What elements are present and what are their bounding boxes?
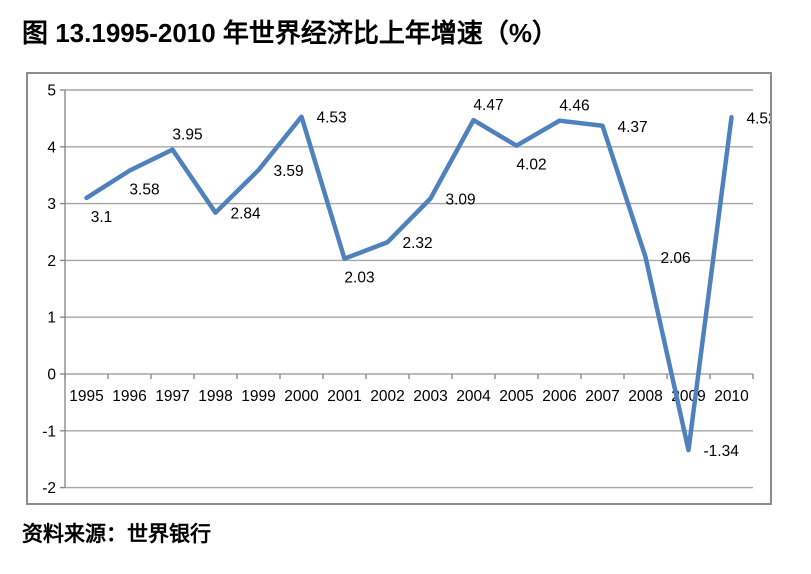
data-label: 4.37 bbox=[618, 119, 648, 136]
x-axis-label: 2007 bbox=[585, 388, 619, 405]
data-label: 4.53 bbox=[317, 110, 347, 127]
x-axis-label: 2002 bbox=[370, 388, 404, 405]
x-axis-label: 2000 bbox=[284, 388, 319, 405]
data-line bbox=[84, 114, 734, 453]
y-axis-label: 4 bbox=[47, 139, 56, 156]
y-axis-label: 3 bbox=[47, 196, 56, 213]
x-axis-label: 1997 bbox=[155, 388, 189, 405]
line-chart: 5 4 3 2 1 0 -1 -2 1995 1996 1997 1998 1999 2000 2001 20… bbox=[42, 83, 771, 498]
data-label: 4.02 bbox=[516, 157, 546, 174]
x-axis-label: 1996 bbox=[112, 388, 146, 405]
data-label: 4.52 bbox=[747, 110, 771, 127]
y-axis-label: 5 bbox=[47, 83, 56, 100]
data-label: 2.03 bbox=[344, 270, 374, 287]
x-axis-label: 1999 bbox=[241, 388, 275, 405]
y-axis-label: 0 bbox=[47, 367, 56, 384]
x-axis-label: 2005 bbox=[499, 388, 533, 405]
data-label: 3.95 bbox=[172, 127, 202, 144]
y-axis-label: 2 bbox=[47, 253, 56, 270]
x-axis-label: 2006 bbox=[542, 388, 576, 405]
y-axis-label: -2 bbox=[42, 480, 56, 497]
data-label: 4.47 bbox=[473, 97, 503, 114]
data-label: 3.58 bbox=[129, 182, 159, 199]
x-axis-label: 2008 bbox=[628, 388, 662, 405]
chart-title: 图 13.1995-2010 年世界经济比上年增速（%） bbox=[22, 18, 559, 48]
chart-frame: 5 4 3 2 1 0 -1 -2 1995 1996 1997 1998 1999 2000 2001 20… bbox=[26, 72, 772, 505]
data-label: 2.84 bbox=[231, 206, 262, 223]
source-note: 资料来源：世界银行 bbox=[22, 523, 211, 546]
data-label: 3.59 bbox=[274, 163, 304, 180]
x-axis-label: 2003 bbox=[413, 388, 447, 405]
x-axis-label: 2001 bbox=[327, 388, 361, 405]
data-label: 3.09 bbox=[446, 191, 476, 208]
x-axis-label: 1995 bbox=[69, 388, 103, 405]
data-label: -1.34 bbox=[704, 443, 740, 460]
data-label: 4.46 bbox=[559, 98, 589, 115]
y-axis-label: 1 bbox=[47, 310, 56, 327]
x-axis-label: 2010 bbox=[714, 388, 749, 405]
data-label: 2.06 bbox=[661, 250, 691, 267]
data-label: 2.32 bbox=[403, 235, 433, 252]
data-label: 3.1 bbox=[91, 209, 113, 226]
y-axis-label: -1 bbox=[42, 423, 56, 440]
x-axis-label: 1998 bbox=[198, 388, 232, 405]
x-axis-label: 2004 bbox=[456, 388, 491, 405]
